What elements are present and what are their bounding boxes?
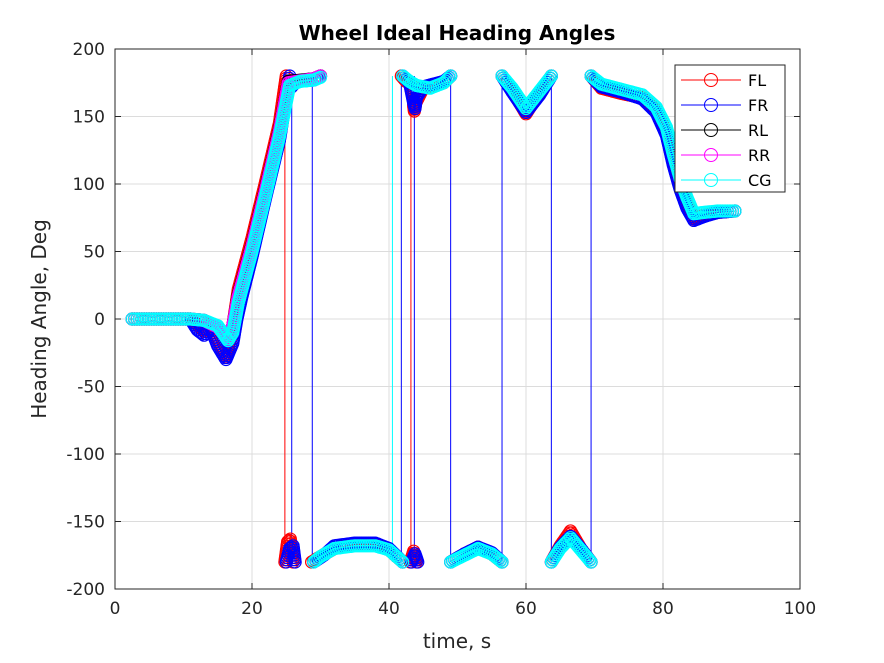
data-point (437, 76, 451, 90)
y-axis-title: Heading Angle, Deg (27, 219, 51, 419)
y-tick-label: -50 (77, 378, 105, 398)
x-tick-label: 40 (378, 599, 400, 619)
series-line (285, 544, 296, 563)
x-tick-label: 100 (784, 599, 816, 619)
series-line (132, 76, 321, 342)
data-point (438, 74, 453, 88)
series-line (313, 545, 404, 563)
legend-label-cg: CG (748, 171, 772, 190)
y-tick-label: 0 (94, 310, 105, 330)
y-tick-label: 100 (73, 175, 105, 195)
series-line (550, 536, 592, 563)
series-line (501, 75, 552, 110)
legend-marker-cg (704, 173, 718, 187)
legend-marker-fl (704, 73, 718, 87)
series-line (411, 552, 419, 563)
series-line (450, 547, 503, 563)
data-point (544, 69, 558, 83)
legend-label-rr: RR (748, 146, 770, 165)
y-tick-label: 150 (73, 108, 105, 128)
data-point (313, 70, 328, 84)
data-point (394, 553, 408, 568)
wrap-lines (284, 76, 592, 562)
y-tick-label: -150 (66, 513, 105, 533)
legend-label-rl: RL (748, 121, 768, 140)
x-tick-label: 80 (652, 599, 674, 619)
y-tick-label: -100 (66, 445, 105, 465)
data-point (583, 553, 597, 567)
y-tick-label: 50 (83, 243, 105, 263)
legend-label-fl: FL (748, 71, 766, 90)
data-point (543, 71, 557, 85)
legend-marker-rr (704, 148, 718, 162)
y-tick-label: -200 (66, 580, 105, 600)
data-point (584, 555, 598, 569)
series-line (402, 75, 452, 89)
data-point (392, 552, 406, 566)
legend-box (674, 64, 786, 193)
x-tick-label: 60 (515, 599, 537, 619)
y-tick-label: 200 (73, 40, 105, 60)
data-point (440, 72, 454, 86)
tick-layer: 0 20 40 60 80 100 -200 -150 -100 -50 0 50 100 150 200 (66, 40, 816, 619)
data-point (492, 552, 506, 566)
x-axis-title: time, s (423, 629, 491, 653)
data-point (581, 551, 595, 566)
x-tick-label: 0 (110, 599, 121, 619)
data-point (495, 555, 509, 569)
legend: FL FR RL RR CG (674, 64, 786, 193)
series-layer (125, 69, 742, 569)
legend-label-fr: FR (748, 96, 768, 115)
data-point (444, 69, 458, 83)
series-line (590, 75, 735, 215)
data-point (288, 555, 302, 569)
data-point (541, 73, 556, 87)
data-point (197, 328, 211, 342)
chart-title: Wheel Ideal Heading Angles (299, 21, 616, 45)
legend-marker-rl (704, 123, 718, 137)
data-point (396, 555, 410, 569)
data-point (390, 550, 405, 565)
legend-marker-fr (704, 98, 718, 112)
data-point (493, 554, 507, 568)
data-point (442, 71, 456, 85)
x-tick-label: 20 (241, 599, 263, 619)
series-cg (125, 69, 742, 569)
